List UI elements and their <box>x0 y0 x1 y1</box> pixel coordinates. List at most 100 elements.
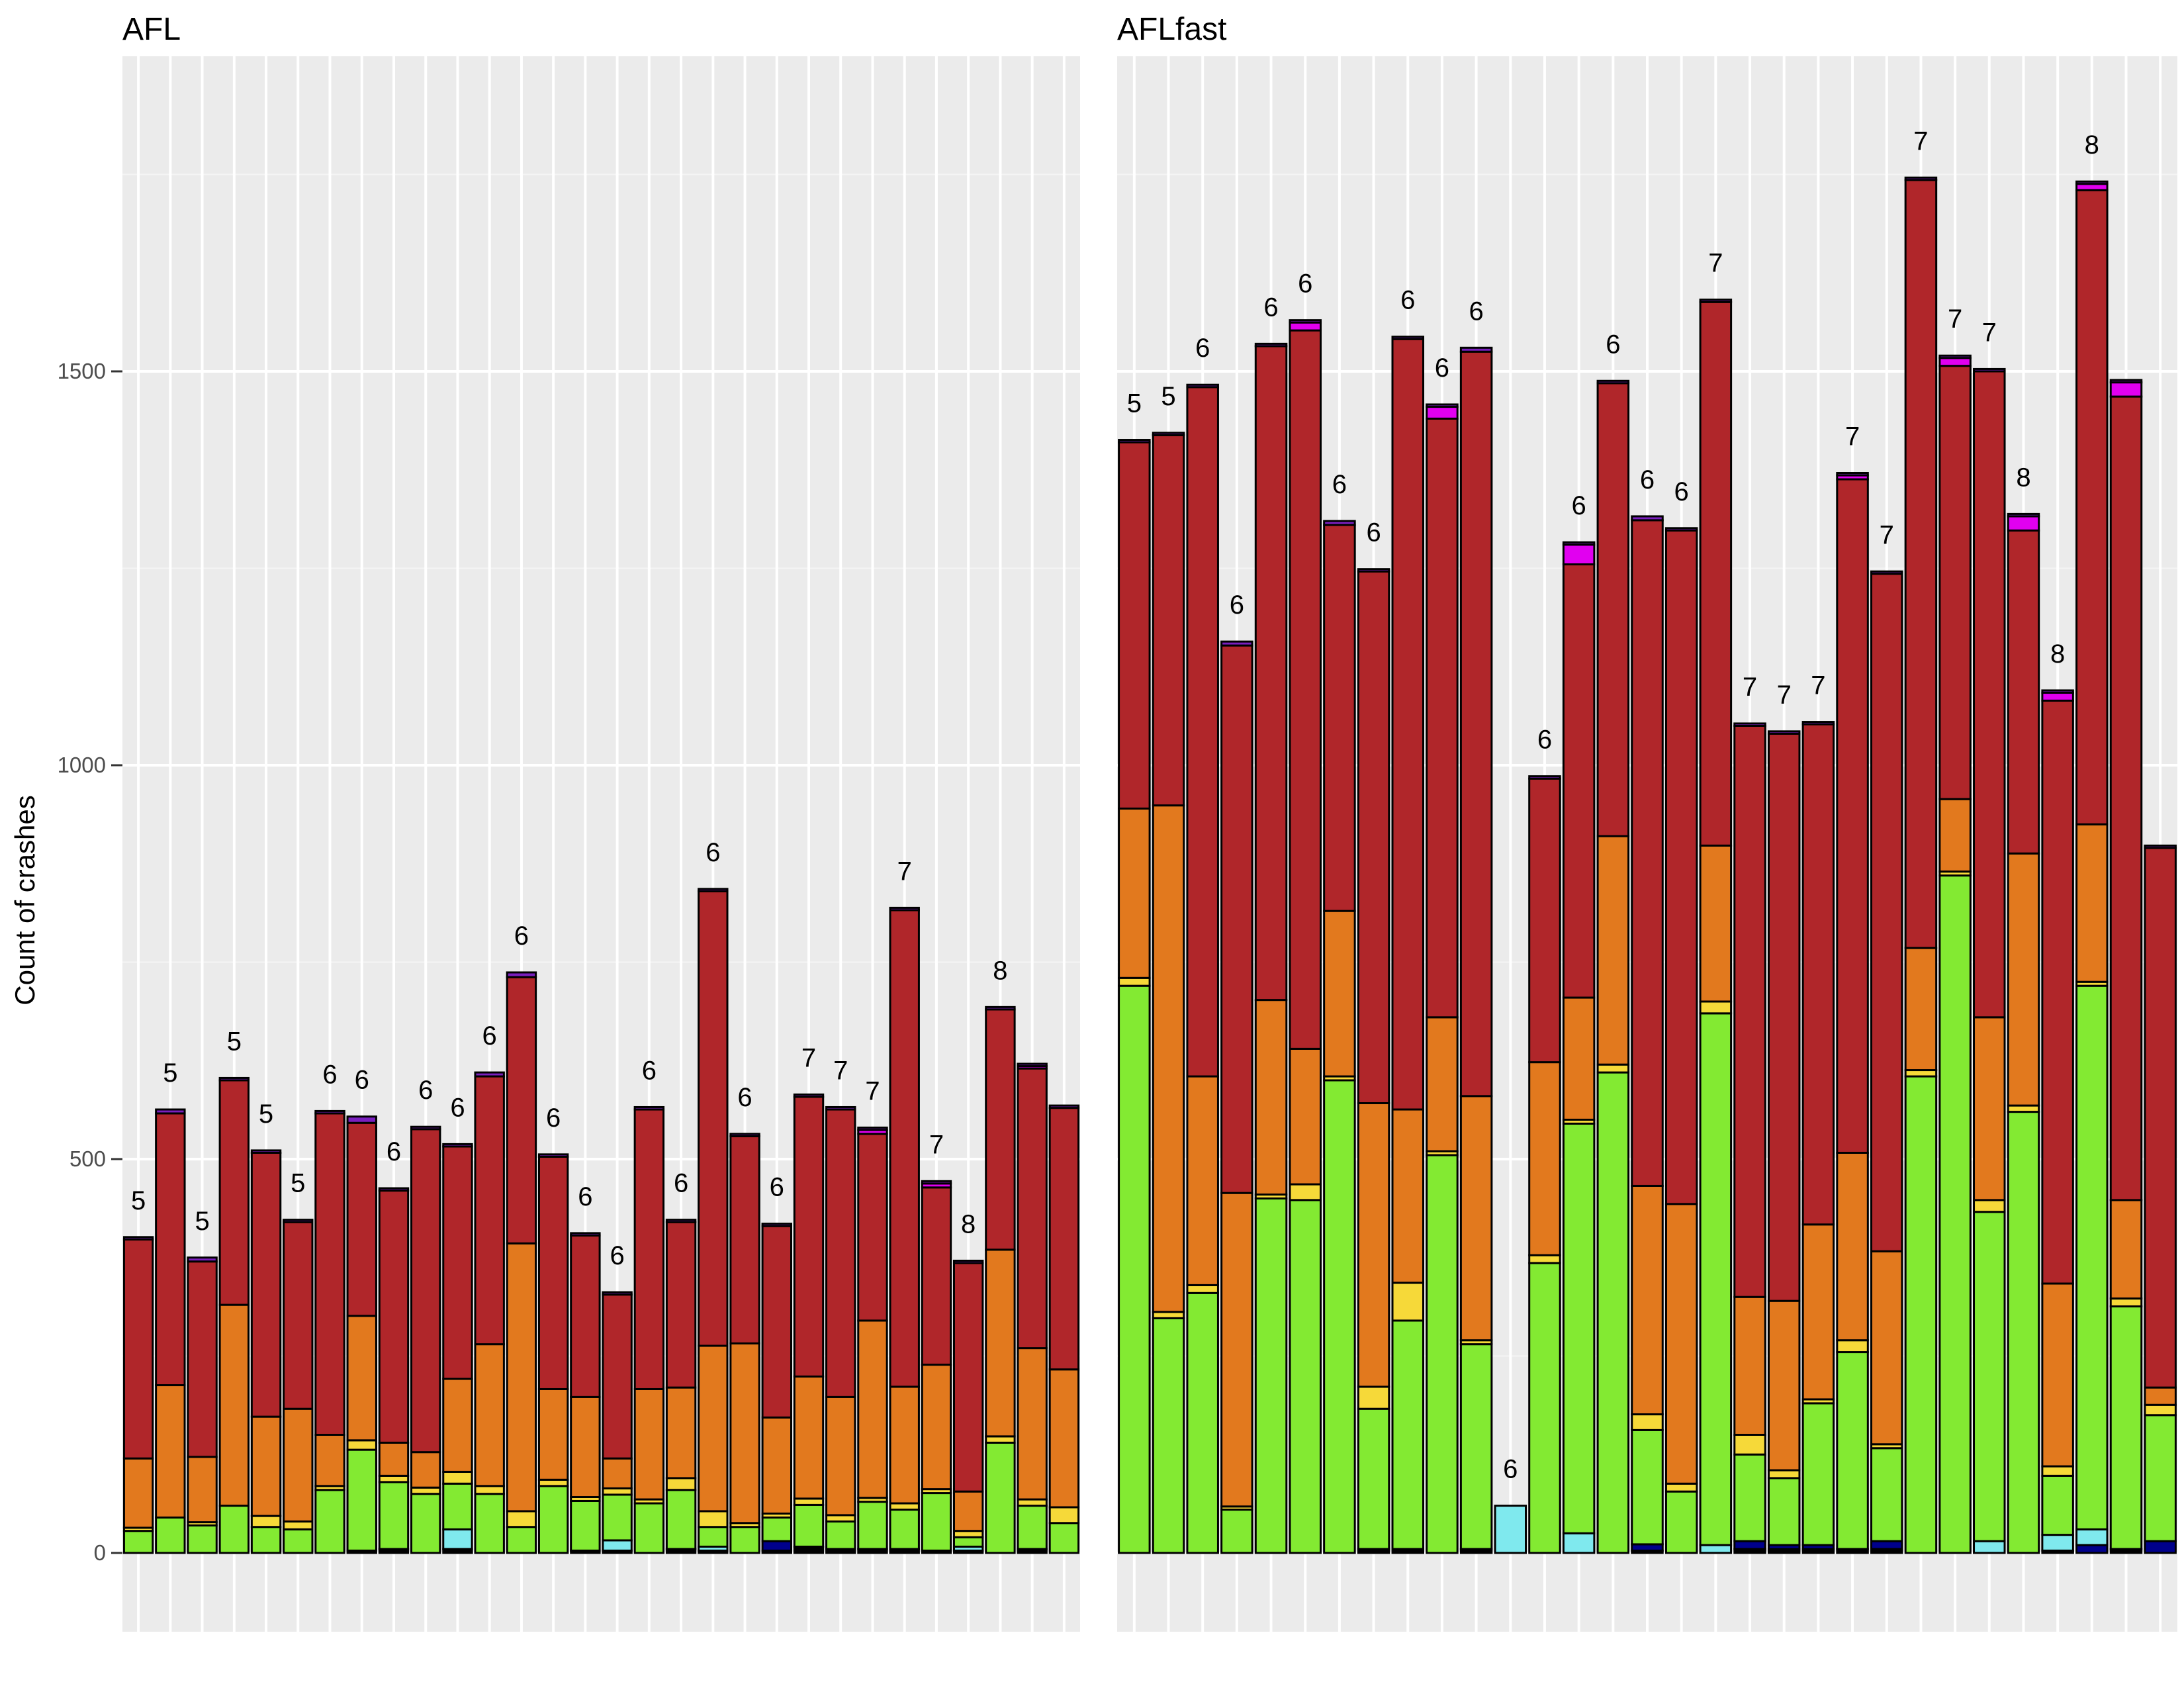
bar-segment-red <box>1426 417 1459 1019</box>
bar-segment-yellow <box>2144 1403 2177 1417</box>
bar-segment-green <box>250 1526 282 1554</box>
bar-segment-green <box>1938 874 1972 1554</box>
bar-segment-purple <box>1938 354 1972 359</box>
bar-segment-red <box>729 1135 760 1344</box>
bar-segment-orange <box>1357 1102 1390 1388</box>
bar-segment-orange <box>985 1248 1016 1438</box>
bar-segment-red <box>1357 570 1390 1105</box>
bar-segment-magenta <box>2109 381 2143 398</box>
bar-segment-orange <box>1391 1108 1425 1284</box>
bar-segment-cyan <box>1562 1532 1596 1554</box>
bar-segment-red <box>1870 573 1903 1252</box>
bar-segment-green <box>2109 1305 2143 1550</box>
bar-segment-green <box>1596 1071 1630 1554</box>
bar-count-label: 8 <box>961 1210 976 1239</box>
bar-count-label: 7 <box>801 1043 816 1072</box>
bar-segment-red <box>410 1128 441 1454</box>
bar-segment-yellow <box>1767 1469 1801 1479</box>
bar-segment-yellow <box>2109 1297 2143 1308</box>
bar-segment-purple <box>122 1236 154 1241</box>
bar-segment-red <box>633 1108 665 1390</box>
bar-segment-green <box>1323 1079 1356 1554</box>
bar-segment-purple <box>314 1109 345 1115</box>
bar-segment-green <box>1631 1429 1664 1546</box>
bar-segment-orange <box>1699 844 1733 1003</box>
bar-count-label: 6 <box>482 1021 497 1051</box>
bar-segment-green <box>122 1530 154 1554</box>
bar-segment-cyan <box>1699 1544 1733 1554</box>
bar-count-label: 6 <box>322 1060 337 1089</box>
bar-segment-orange <box>410 1451 441 1489</box>
bar-segment-green <box>1289 1199 1322 1554</box>
bar-segment-orange <box>1048 1368 1080 1509</box>
bar-segment-purple <box>1118 439 1151 444</box>
bar-segment-yellow <box>1048 1506 1080 1524</box>
bar-segment-purple <box>1596 379 1630 385</box>
bar-segment-yellow <box>1664 1482 1698 1493</box>
bar-segment-red <box>570 1234 601 1398</box>
bar-segment-purple <box>537 1153 569 1158</box>
bar-segment-orange <box>2144 1386 2177 1406</box>
bar-segment-red <box>1631 519 1664 1187</box>
bar-segment-green <box>761 1516 792 1542</box>
y-axis-title: Count of crashes <box>9 795 40 1006</box>
bar-count-label: 6 <box>546 1103 561 1133</box>
bar-segment-orange <box>2041 1282 2074 1468</box>
bar-segment-purple <box>1048 1104 1080 1109</box>
bar-segment-purple <box>1459 346 1493 353</box>
bar-count-label: 7 <box>1845 422 1860 451</box>
bar-count-label: 7 <box>833 1056 848 1085</box>
bar-segment-red <box>1596 382 1630 837</box>
bar-segment-orange <box>602 1457 633 1489</box>
bar-segment-navy <box>761 1540 792 1552</box>
bar-segment-green <box>1699 1012 1733 1546</box>
bar-segment-orange <box>155 1384 186 1519</box>
bar-segment-purple <box>1017 1062 1048 1068</box>
bar-segment-yellow <box>1973 1199 2006 1213</box>
bar-segment-cyan <box>442 1528 473 1550</box>
bar-segment-purple <box>2109 379 2143 384</box>
bar-segment-red <box>1254 345 1288 1002</box>
bar-segment-purple <box>218 1076 250 1082</box>
bar-segment-purple <box>1733 722 1766 727</box>
bar-segment-green <box>857 1501 888 1550</box>
y-axis: 0 500 1000 1500 <box>58 359 122 1565</box>
bar-segment-red <box>442 1145 473 1380</box>
bar-segment-yellow <box>1357 1385 1390 1410</box>
bar-segment-yellow <box>1836 1339 1869 1354</box>
bar-segment-purple <box>1528 775 1561 780</box>
bar-segment-orange <box>1562 996 1596 1121</box>
bar-count-label: 5 <box>195 1207 209 1236</box>
bar-count-label: 7 <box>1708 249 1723 278</box>
bar-segment-orange <box>1220 1192 1253 1508</box>
bar-segment-orange <box>1767 1299 1801 1472</box>
bar-segment-orange <box>698 1344 729 1513</box>
bar-segment-orange <box>1186 1075 1219 1286</box>
bar-segment-purple <box>1323 520 1356 526</box>
bar-segment-red <box>793 1096 825 1378</box>
bar-count-label: 6 <box>1263 293 1278 322</box>
bar-segment-green <box>665 1489 697 1550</box>
bar-count-label: 6 <box>1640 465 1655 494</box>
bar-segment-red <box>1528 777 1561 1064</box>
bar-segment-yellow <box>250 1515 282 1528</box>
bar-segment-green <box>410 1493 441 1554</box>
bar-segment-purple <box>729 1133 760 1137</box>
bar-segment-purple <box>283 1219 314 1223</box>
bar-segment-purple <box>602 1291 633 1296</box>
bar-segment-orange <box>729 1342 760 1524</box>
bar-segment-green <box>537 1485 569 1554</box>
bar-segment-purple <box>761 1223 792 1227</box>
bar-count-label: 8 <box>2085 130 2099 160</box>
bar-segment-green <box>985 1441 1016 1554</box>
bar-segment-green <box>1152 1317 1185 1554</box>
bar-segment-green <box>1254 1197 1288 1554</box>
bar-segment-yellow <box>1289 1183 1322 1201</box>
bar-segment-purple <box>2041 689 2074 694</box>
bar-segment-yellow <box>1118 976 1151 987</box>
bar-segment-green <box>793 1503 825 1548</box>
bar-segment-red <box>474 1075 505 1346</box>
